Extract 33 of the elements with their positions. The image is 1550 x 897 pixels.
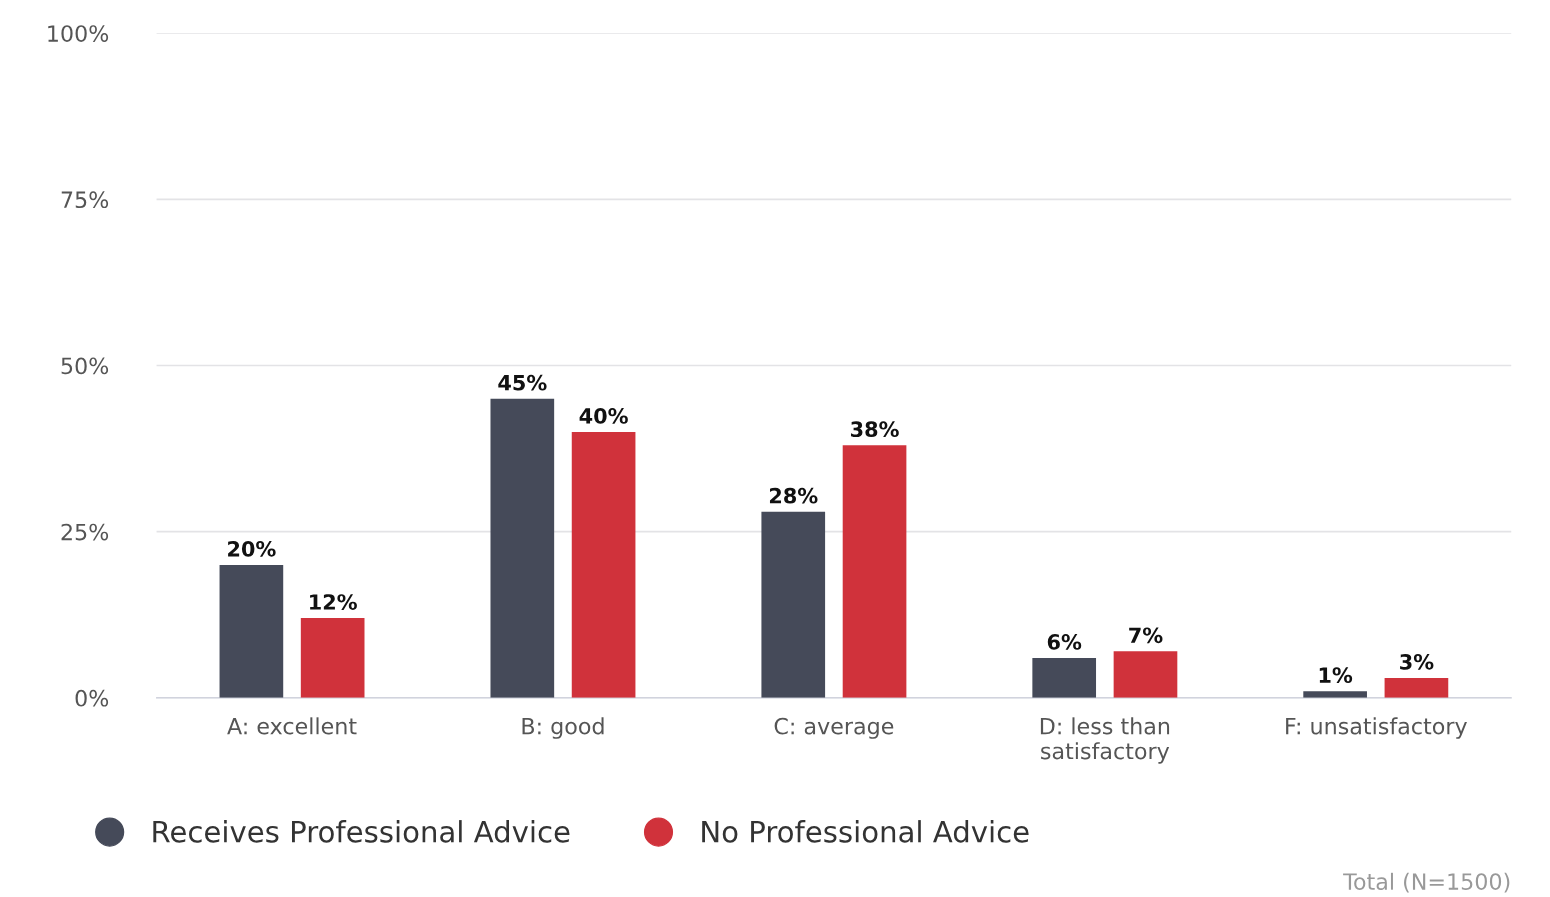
data-label: 6% [1047, 634, 1082, 650]
data-label: 45% [498, 374, 547, 391]
x-tick-label: D: less than satisfactory [1040, 717, 1170, 764]
legend-label: No Professional Advice [702, 820, 1029, 843]
bar [1303, 691, 1367, 698]
bar [300, 618, 365, 698]
data-label: 3% [1400, 653, 1434, 670]
bar [490, 398, 555, 698]
text: Total (N=1500) [1343, 872, 1510, 893]
y-tick-label: 50% [61, 357, 109, 375]
data-label: 28% [769, 487, 818, 504]
bar [219, 564, 284, 698]
y-tick-label: 75% [61, 191, 109, 209]
data-label: 38% [851, 421, 899, 438]
x-tick-label: B: good [522, 717, 604, 739]
bar [1384, 677, 1449, 698]
data-label: 7% [1129, 627, 1163, 644]
x-tick-label: A: excellent [227, 717, 357, 735]
y-tick-label: 0% [75, 689, 109, 707]
legend-label: Receives Professional Advice [153, 820, 570, 843]
y-tick-label: 25% [61, 523, 109, 541]
bar [761, 511, 826, 698]
data-label: 1% [1319, 667, 1353, 684]
bar [571, 432, 636, 698]
x-tick-label: F: unsatisfactory [1286, 717, 1467, 739]
data-label: 40% [579, 408, 628, 424]
bar [1113, 651, 1178, 698]
y-tick-label: 100% [48, 25, 109, 42]
x-tick-label: C: average [774, 717, 894, 739]
data-label: 20% [228, 540, 276, 557]
data-label: 12% [310, 594, 357, 610]
bar [842, 445, 907, 698]
bar [1032, 657, 1097, 698]
